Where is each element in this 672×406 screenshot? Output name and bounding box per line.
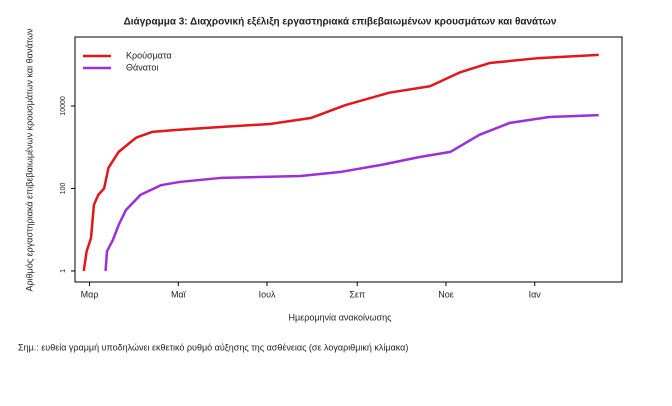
x-tick-label: Νοε bbox=[438, 289, 454, 299]
x-tick-label: Ιαν bbox=[529, 289, 542, 299]
plot-frame bbox=[74, 36, 623, 283]
line bbox=[82, 53, 599, 272]
legend-label: Κρούσματα bbox=[126, 50, 172, 60]
legend-label: Θάνατοι bbox=[126, 62, 158, 72]
y-tick-label: 100 bbox=[60, 183, 67, 195]
x-tick-label: Σεπ bbox=[349, 289, 365, 299]
note: Σημ.: ευθεία γραμμή υποδηλώνει εκθετικό … bbox=[18, 342, 408, 352]
x-tick-label: Μαϊ bbox=[171, 289, 187, 299]
y-axis-label: Αριθμός εργαστηριακά επιβεβαιωμένων κρου… bbox=[24, 28, 34, 291]
y-tick-label: 1 bbox=[60, 269, 67, 273]
chart-title: Διάγραμμα 3: Διαχρονική εξέλιξη εργαστηρ… bbox=[124, 17, 557, 28]
line bbox=[104, 113, 599, 272]
y-tick-label: 10000 bbox=[60, 96, 67, 116]
x-tick-label: Ιουλ bbox=[259, 289, 276, 299]
x-axis-label: Ημερομηνία ανακοίνωσης bbox=[289, 312, 393, 322]
x-tick-label: Μαρ bbox=[81, 289, 99, 299]
